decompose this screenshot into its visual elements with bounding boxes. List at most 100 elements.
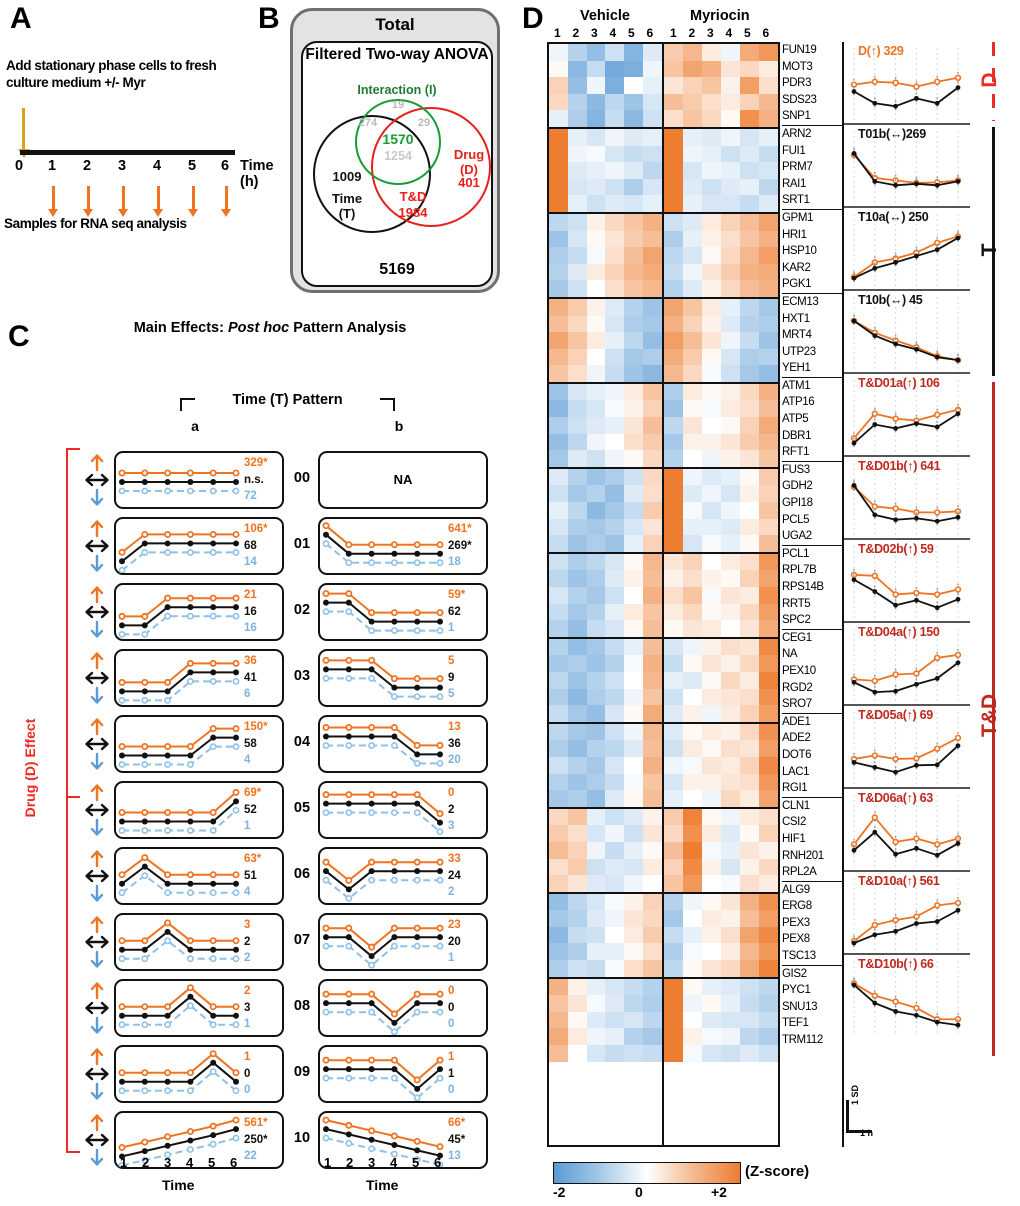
heatmap-cell (624, 247, 643, 264)
heatmap-cell (586, 875, 606, 892)
heatmap-cell (663, 60, 683, 78)
heatmap-cell (701, 230, 721, 248)
pattern-cell-b-05[interactable]: 0 2 3 (318, 781, 488, 839)
heatmap-cell (605, 110, 624, 127)
heatmap-row (549, 263, 662, 281)
mini-plot (844, 42, 970, 125)
pattern-cell-a-07[interactable]: 3 2 2 (114, 913, 284, 971)
heatmap-cell (549, 502, 568, 519)
pattern-cell-b-02[interactable]: 59* 62 1 (318, 583, 488, 641)
heatmap-row (663, 875, 779, 892)
pattern-cell-b-09[interactable]: 1 1 0 (318, 1045, 488, 1103)
heatmap-cell (739, 553, 759, 571)
pattern-cell-a-08[interactable]: 2 3 1 (114, 979, 284, 1037)
heatmap-cell (605, 332, 624, 349)
heatmap-row (663, 1011, 779, 1029)
heatmap-cell (605, 603, 624, 621)
heatmap-row (663, 638, 779, 656)
heatmap-cell (720, 808, 740, 826)
heatmap-row (549, 77, 662, 94)
mini-plot-label: D(↑) 329 (858, 44, 904, 58)
count-blue: 72 (244, 490, 257, 503)
heatmap-cell (549, 671, 568, 689)
pattern-cell-b-04[interactable]: 13 36 20 (318, 715, 488, 773)
timeline-axis-label: Time (h) (240, 158, 274, 190)
heatmap-cell (567, 518, 587, 536)
pattern-cell-b-03[interactable]: 5 9 5 (318, 649, 488, 707)
pattern-cell-b-01[interactable]: 641* 269* 18 (318, 517, 488, 575)
heatmap-row (663, 145, 779, 163)
mini-plot (844, 872, 970, 955)
heatmap-cell (586, 688, 606, 706)
heatmap-cell (663, 468, 683, 486)
heatmap-cell (624, 77, 643, 94)
heatmap-cell (663, 298, 683, 316)
heatmap-cell (567, 60, 587, 78)
heatmap-cell (701, 433, 721, 451)
heatmap-grid (547, 42, 780, 1147)
pattern-plot (116, 585, 242, 644)
heatmap-row (549, 60, 662, 78)
heatmap-cell (605, 723, 624, 741)
heatmap-cell (586, 570, 606, 587)
heatmap-cell (682, 383, 702, 401)
pattern-cell-b-00[interactable]: NA (318, 451, 488, 509)
pattern-row-code: 00 (293, 470, 311, 486)
heatmap-cell (567, 162, 587, 179)
bracket-line (992, 127, 995, 376)
pattern-cell-a-09[interactable]: 1 0 0 (114, 1045, 284, 1103)
heatmap-row (663, 400, 779, 418)
heatmap-cell (758, 128, 778, 146)
gene-label: RNH201 (782, 849, 824, 862)
pattern-row: 36 41 6 5 9 5 03 (84, 646, 514, 710)
heatmap-row (663, 332, 779, 349)
pattern-cell-a-00[interactable]: 329* n.s. 72 (114, 451, 284, 509)
heatmap-cell (549, 858, 568, 876)
heatmap-cell (642, 638, 662, 656)
heatmap-cell (758, 213, 778, 231)
pattern-cell-a-05[interactable]: 69* 52 1 (114, 781, 284, 839)
pattern-cell-b-08[interactable]: 0 0 0 (318, 979, 488, 1037)
heatmap-cell (549, 808, 568, 826)
heatmap-cell (642, 1028, 662, 1046)
gene-group: FUS3 GDH2 GPI18 PCL5 UGA2 (782, 462, 842, 546)
heatmap-group (663, 553, 778, 639)
drug-effect-bracket-tick (66, 796, 80, 798)
pattern-cell-a-03[interactable]: 36 41 6 (114, 649, 284, 707)
panel-a-bottom-label: Samples for RNA seq analysis (4, 216, 187, 231)
gene-label: RPL7B (782, 564, 817, 577)
pattern-cell-a-06[interactable]: 63* 51 4 (114, 847, 284, 905)
heatmap-cell (567, 433, 587, 451)
heatmap-cell (739, 348, 759, 366)
heatmap-cell (720, 433, 740, 451)
heatmap-cell (720, 502, 740, 519)
gene-label: RFT1 (782, 446, 810, 459)
heatmap-cell (682, 145, 702, 163)
heatmap-cell (758, 756, 778, 774)
heatmap-cell (739, 893, 759, 911)
heatmap-row (549, 298, 662, 316)
gene-group: ECM13 HXT1 MRT4 UTP23 YEH1 (782, 294, 842, 378)
pattern-cell-a-10[interactable]: 561* 250* 22 (114, 1111, 284, 1169)
pattern-cell-b-10[interactable]: 66* 45* 13 (318, 1111, 488, 1169)
count-i-only: 19 (391, 99, 405, 111)
pattern-cell-b-07[interactable]: 23 20 1 (318, 913, 488, 971)
count-black: n.s. (244, 473, 264, 486)
count-blue: 0 (448, 1084, 455, 1097)
count-black: 24 (448, 869, 461, 882)
heatmap-cell (720, 910, 740, 927)
pattern-cell-a-01[interactable]: 106* 68 14 (114, 517, 284, 575)
heatmap-row (663, 705, 779, 722)
pattern-counts: 641* 269* 18 (448, 521, 488, 571)
heatmap-cell (586, 348, 606, 366)
heatmap-cell (701, 280, 721, 297)
pattern-cell-a-02[interactable]: 21 16 16 (114, 583, 284, 641)
heatmap-row (549, 365, 662, 382)
heatmap-cell (624, 790, 643, 807)
pattern-cell-b-06[interactable]: 33 24 2 (318, 847, 488, 905)
heatmap-cell (663, 400, 683, 418)
heatmap-cell (605, 383, 624, 401)
heatmap-row (663, 468, 779, 486)
pattern-cell-a-04[interactable]: 150* 58 4 (114, 715, 284, 773)
pattern-plot (320, 1047, 446, 1106)
